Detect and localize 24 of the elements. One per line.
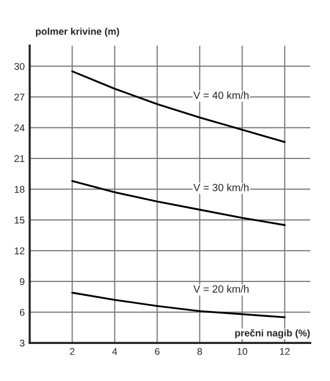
y-tick-label: 30 <box>14 62 24 70</box>
y-tick-label: 15 <box>14 216 24 224</box>
x-tick-label: 10 <box>238 348 248 355</box>
y-tick-label: 24 <box>14 124 25 132</box>
x-tick-label: 12 <box>280 348 290 355</box>
x-tick-label: 2 <box>70 348 74 355</box>
x-tick-label: 6 <box>154 348 160 355</box>
line-series <box>71 292 286 318</box>
line-series <box>71 180 286 226</box>
y-tick-label: 27 <box>14 94 24 100</box>
x-tick-label: 8 <box>197 348 202 355</box>
y-axis-title: polmer krivine (m) <box>36 28 120 37</box>
x-axis-title: prečni nagib (%) <box>235 329 310 338</box>
y-tick-label: 3 <box>20 340 24 347</box>
series-label: V = 40 km/h <box>193 91 249 99</box>
y-tick-label: 18 <box>14 186 24 193</box>
y-tick-label: 6 <box>20 308 24 316</box>
line-series <box>71 70 286 143</box>
x-tick-label: 4 <box>112 348 118 355</box>
series-label: V = 30 km/h <box>193 184 249 192</box>
y-tick-label: 9 <box>20 278 24 286</box>
y-tick-label: 21 <box>14 155 24 162</box>
series-label: V = 20 km/h <box>193 285 249 293</box>
y-tick-label: 12 <box>14 247 24 254</box>
